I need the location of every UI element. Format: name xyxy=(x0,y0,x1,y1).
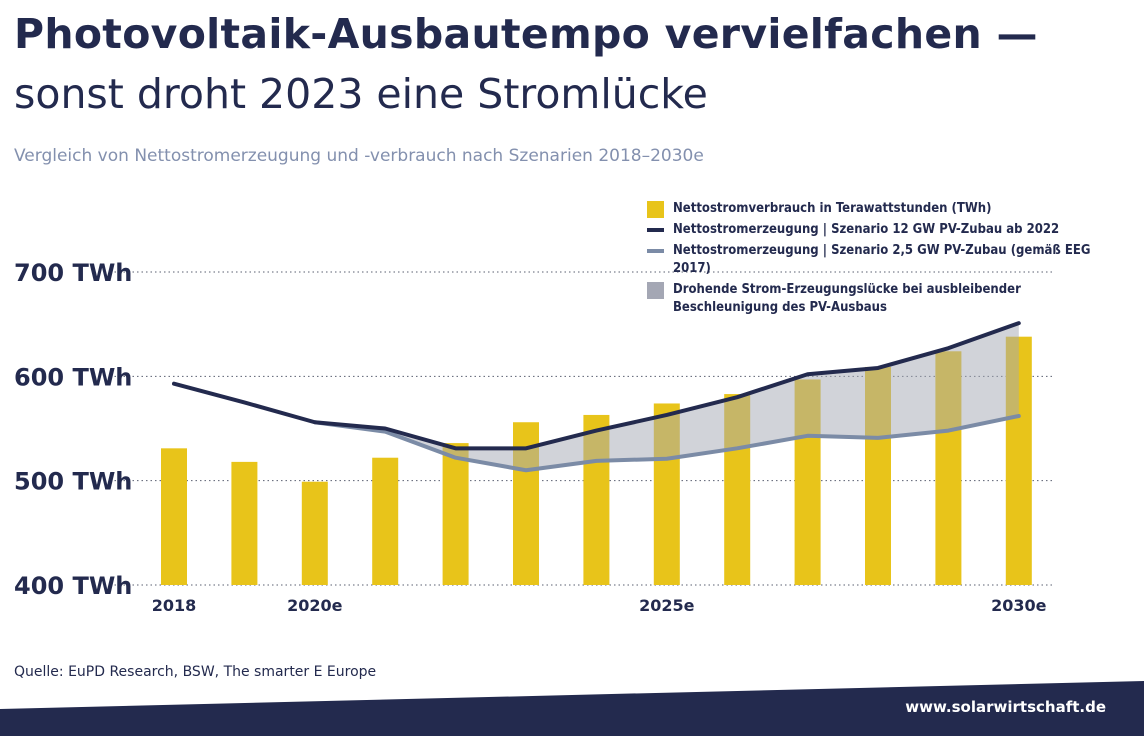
legend-label-consumption: Nettostromverbrauch in Terawattstunden (… xyxy=(673,201,992,216)
legend-item-gap: Drohende Strom-Erzeugungslücke bei ausbl… xyxy=(647,281,1127,317)
legend-label-scenario-2-5gw: Nettostromerzeugung | Szenario 2,5 GW PV… xyxy=(673,243,1091,276)
website-link[interactable]: www.solarwirtschaft.de xyxy=(905,698,1106,716)
gap-area xyxy=(314,323,1019,471)
footer-band-shape xyxy=(0,681,1144,736)
bar-consumption xyxy=(372,457,399,585)
legend-item-scenario-12gw: Nettostromerzeugung | Szenario 12 GW PV-… xyxy=(647,221,1127,239)
bar-consumption xyxy=(301,481,328,585)
chart-subtitle: Vergleich von Nettostromerzeugung und -v… xyxy=(14,146,704,166)
legend-label-gap: Drohende Strom-Erzeugungslücke bei ausbl… xyxy=(673,282,1021,315)
chart-legend: Nettostromverbrauch in Terawattstunden (… xyxy=(647,200,1127,320)
y-tick-label: 600 TWh xyxy=(14,363,132,391)
line-scenario-12gw xyxy=(172,321,1021,451)
legend-label-scenario-12gw: Nettostromerzeugung | Szenario 12 GW PV-… xyxy=(673,222,1060,237)
y-tick-label: 500 TWh xyxy=(14,468,132,496)
bar-consumption xyxy=(161,448,187,585)
y-tick-label: 700 TWh xyxy=(14,259,132,287)
legend-item-scenario-2-5gw: Nettostromerzeugung | Szenario 2,5 GW PV… xyxy=(647,242,1127,278)
x-tick-label: 2030e xyxy=(991,596,1047,615)
chart-title-line2: sonst droht 2023 eine Stromlücke xyxy=(14,70,708,118)
y-tick-label: 400 TWh xyxy=(14,572,132,600)
chart-title-line1: Photovoltaik-Ausbautempo vervielfachen — xyxy=(14,10,1038,58)
x-tick-label: 2025e xyxy=(639,596,695,615)
bar-consumption xyxy=(442,443,469,585)
source-note: Quelle: EuPD Research, BSW, The smarter … xyxy=(14,664,377,680)
bar-consumption xyxy=(231,461,258,585)
legend-swatch-scenario-2-5gw xyxy=(647,249,664,253)
legend-swatch-scenario-12gw xyxy=(647,228,664,232)
x-tick-label: 2018 xyxy=(152,596,197,615)
legend-item-consumption: Nettostromverbrauch in Terawattstunden (… xyxy=(647,200,1127,218)
line-scenario-2-5gw xyxy=(312,413,1021,473)
x-tick-label: 2020e xyxy=(287,596,343,615)
legend-swatch-gap xyxy=(647,282,664,299)
legend-swatch-consumption xyxy=(647,201,664,218)
